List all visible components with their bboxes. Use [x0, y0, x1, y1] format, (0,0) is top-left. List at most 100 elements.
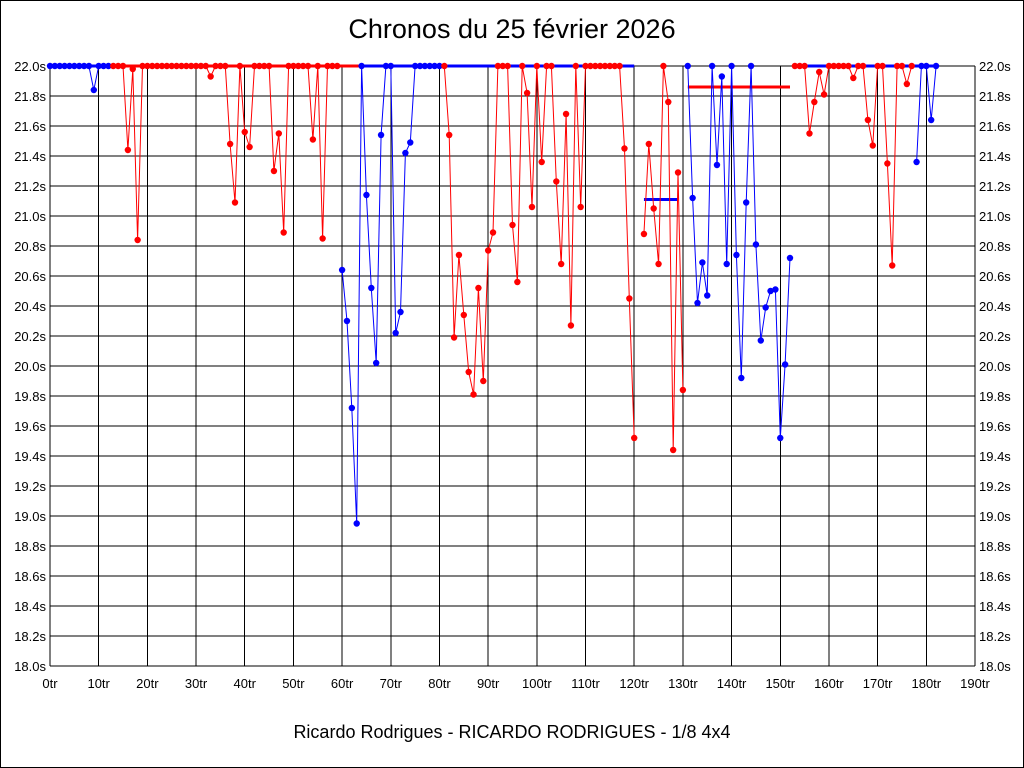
- y-tick-label-right: 20.4s: [979, 299, 1011, 314]
- data-point: [280, 229, 287, 236]
- data-point: [46, 62, 54, 70]
- data-point: [523, 89, 531, 97]
- data-point: [874, 62, 881, 70]
- data-point: [80, 62, 88, 70]
- y-tick-label: 18.6s: [14, 569, 46, 584]
- data-point: [655, 260, 662, 268]
- data-point: [387, 62, 394, 70]
- data-point: [557, 260, 565, 268]
- y-tick-label: 20.6s: [14, 269, 46, 284]
- data-point: [679, 386, 687, 394]
- data-point: [299, 62, 307, 70]
- grid: [49, 65, 976, 667]
- data-point: [596, 62, 604, 70]
- data-point: [460, 311, 468, 319]
- data-point: [183, 62, 190, 70]
- y-tick-label-right: 18.6s: [979, 569, 1011, 584]
- x-tick-label: 50tr: [282, 676, 305, 691]
- data-point: [801, 62, 808, 70]
- data-point: [884, 160, 891, 167]
- data-point: [192, 62, 200, 70]
- data-point: [601, 62, 609, 70]
- data-point: [879, 62, 886, 70]
- data-point: [153, 62, 161, 70]
- data-point: [246, 143, 253, 151]
- data-point: [752, 241, 760, 248]
- data-point: [358, 62, 365, 70]
- data-point: [767, 287, 774, 295]
- y-tick-label: 19.8s: [14, 389, 46, 404]
- y-tick-label-right: 20.8s: [979, 239, 1011, 254]
- data-point: [202, 62, 209, 70]
- data-point: [820, 91, 828, 98]
- x-tick-label: 130tr: [668, 676, 698, 691]
- data-point: [864, 116, 872, 124]
- data-point: [645, 140, 653, 148]
- data-point: [124, 146, 132, 154]
- data-point: [923, 62, 930, 70]
- data-point: [708, 62, 716, 70]
- y-tick-label: 19.2s: [14, 479, 46, 494]
- data-point: [893, 62, 901, 70]
- data-point: [105, 62, 112, 70]
- data-point: [631, 434, 638, 442]
- x-tick-label: 110tr: [571, 676, 600, 691]
- y-tick-label-right: 22.0s: [979, 59, 1011, 74]
- data-point: [859, 62, 867, 70]
- data-point: [869, 142, 876, 149]
- data-point: [781, 361, 789, 368]
- data-point: [295, 62, 302, 70]
- x-tick-label: 140tr: [717, 676, 747, 691]
- y-tick-label: 20.0s: [14, 359, 46, 374]
- data-point: [480, 377, 487, 385]
- data-point: [114, 62, 122, 70]
- data-point: [587, 62, 594, 70]
- data-point: [431, 62, 438, 70]
- data-point: [562, 110, 570, 118]
- x-tick-label: 170tr: [863, 676, 893, 691]
- data-point: [903, 80, 911, 88]
- data-point: [704, 292, 711, 299]
- data-point: [90, 86, 98, 94]
- data-point: [372, 359, 380, 367]
- y-tick-label: 19.6s: [14, 419, 46, 434]
- data-point: [363, 191, 370, 199]
- data-point: [791, 62, 799, 70]
- y-tick-label-right: 18.4s: [979, 599, 1011, 614]
- data-point: [95, 62, 102, 70]
- data-point: [343, 317, 351, 325]
- data-point: [348, 404, 356, 412]
- data-point: [392, 329, 399, 337]
- data-point: [71, 62, 78, 70]
- y-tick-label: 21.0s: [14, 209, 46, 224]
- data-point: [251, 62, 258, 70]
- data-point: [577, 203, 584, 211]
- data-point: [728, 62, 735, 70]
- data-point: [723, 260, 730, 268]
- data-point: [261, 62, 268, 70]
- data-point: [567, 322, 575, 329]
- data-point: [762, 304, 769, 311]
- y-tick-label-right: 18.0s: [979, 659, 1011, 674]
- data-point: [334, 62, 341, 70]
- y-tick-label-right: 19.4s: [979, 449, 1011, 464]
- data-point: [446, 131, 453, 139]
- x-tick-label: 120tr: [619, 676, 649, 691]
- data-point: [470, 391, 477, 398]
- data-point: [353, 520, 360, 527]
- data-point: [543, 62, 550, 70]
- y-tick-label: 18.0s: [14, 659, 46, 674]
- data-point: [514, 278, 521, 286]
- data-point: [465, 368, 472, 376]
- y-tick-label-right: 19.8s: [979, 389, 1011, 404]
- data-point: [553, 178, 560, 185]
- data-point: [455, 251, 463, 259]
- y-tick-label: 21.2s: [14, 179, 46, 194]
- x-tick-label: 0tr: [42, 676, 58, 691]
- data-point: [187, 62, 195, 70]
- y-tick-label-right: 18.8s: [979, 539, 1011, 554]
- data-point: [226, 140, 234, 148]
- data-point: [421, 62, 429, 70]
- data-point: [119, 62, 127, 70]
- data-point: [854, 62, 862, 70]
